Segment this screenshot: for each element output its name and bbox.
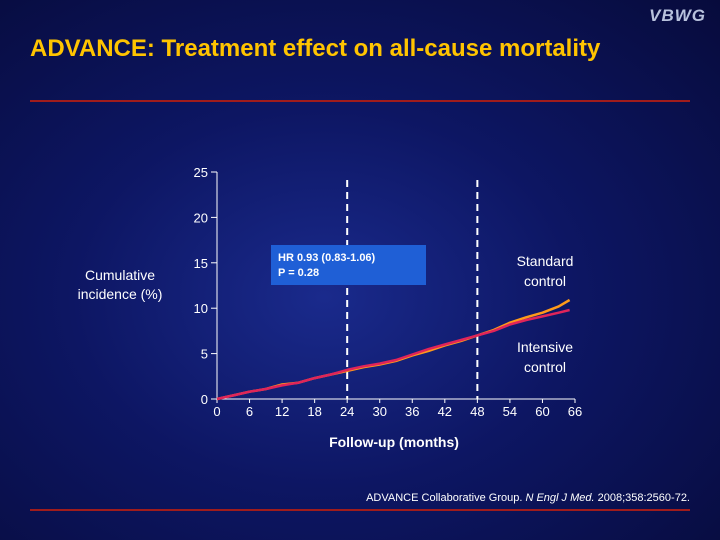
x-tick-label: 12 xyxy=(275,404,289,419)
y-axis-label: Cumulative incidence (%) xyxy=(77,267,163,302)
x-axis-label: Follow-up (months) xyxy=(329,434,459,450)
x-tick-label: 36 xyxy=(405,404,419,419)
footer-divider xyxy=(30,509,690,511)
intensive-control-label: Intensive control xyxy=(516,339,574,375)
y-tick-label: 0 xyxy=(201,392,208,407)
x-tick-label: 0 xyxy=(213,404,220,419)
title-divider xyxy=(30,100,690,102)
p-value-text: P = 0.28 xyxy=(278,267,320,279)
hazard-ratio-text: HR 0.93 (0.83-1.06) xyxy=(278,252,376,264)
slide-title: ADVANCE: Treatment effect on all-cause m… xyxy=(30,35,601,62)
y-tick-label: 5 xyxy=(201,347,208,362)
citation: ADVANCE Collaborative Group. N Engl J Me… xyxy=(300,492,690,504)
y-tick-label: 25 xyxy=(194,165,208,180)
y-tick-label: 15 xyxy=(194,256,208,271)
x-tick-label: 48 xyxy=(470,404,484,419)
x-tick-label: 24 xyxy=(340,404,354,419)
vbwg-logo: VBWG xyxy=(649,6,706,25)
citation-ref: 2008;358:2560-72. xyxy=(597,492,690,504)
x-tick-label: 18 xyxy=(307,404,321,419)
y-tick-label: 20 xyxy=(194,210,208,225)
citation-authors: ADVANCE Collaborative Group. xyxy=(366,492,523,504)
x-tick-label: 66 xyxy=(568,404,582,419)
intensive-control-line xyxy=(216,308,570,401)
x-tick-label: 60 xyxy=(535,404,549,419)
x-tick-label: 30 xyxy=(372,404,386,419)
hazard-ratio-box: HR 0.93 (0.83-1.06) P = 0.28 xyxy=(271,245,426,285)
citation-journal: N Engl J Med. xyxy=(525,492,595,504)
y-tick-label: 10 xyxy=(194,301,208,316)
x-tick-label: 6 xyxy=(246,404,253,419)
x-tick-label: 54 xyxy=(503,404,517,419)
x-tick-label: 42 xyxy=(438,404,452,419)
standard-control-label: Standard control xyxy=(516,253,574,289)
